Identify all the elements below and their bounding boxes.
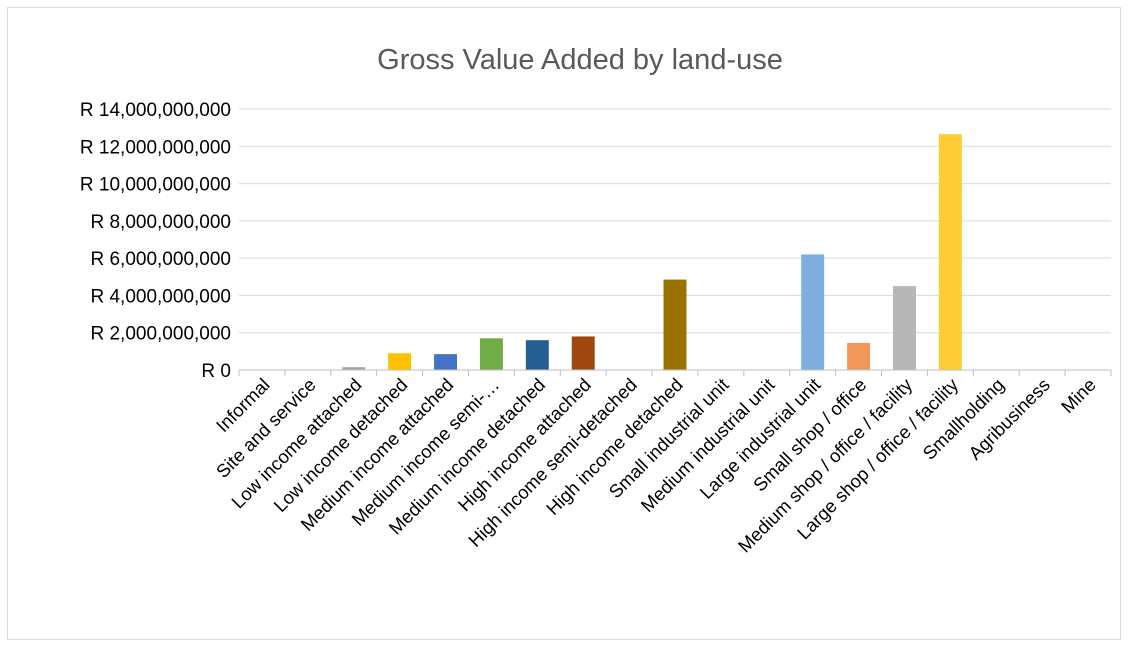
bar — [801, 254, 825, 370]
y-tick-label: R 4,000,000,000 — [90, 286, 231, 307]
bar — [388, 353, 412, 370]
y-tick-label: R 8,000,000,000 — [90, 212, 231, 233]
bar — [847, 342, 871, 370]
bars — [296, 134, 962, 370]
bar — [479, 338, 503, 370]
bar — [663, 279, 687, 370]
y-tick-label: R 14,000,000,000 — [80, 100, 231, 121]
bar — [525, 340, 549, 370]
y-tick-label: R 0 — [201, 361, 231, 382]
chart-title: Gross Value Added by land-use — [377, 44, 783, 76]
y-tick-label: R 12,000,000,000 — [80, 137, 231, 158]
bar-chart: Gross Value Added by land-use R 0 R 2,000… — [80, 44, 1112, 557]
y-tick-label: R 6,000,000,000 — [90, 249, 231, 270]
chart-frame: Gross Value Added by land-use R 0 R 2,000… — [7, 7, 1121, 640]
bar — [434, 354, 457, 370]
bar — [571, 336, 595, 370]
gridlines — [239, 108, 1111, 334]
bar — [938, 134, 962, 370]
bar — [893, 286, 916, 370]
bar — [342, 367, 366, 370]
y-tick-label: R 2,000,000,000 — [90, 324, 231, 345]
y-tick-label: R 10,000,000,000 — [80, 175, 231, 196]
y-axis-tick-labels: R 0 R 2,000,000,000 R 4,000,000,000 R 6,000… — [80, 100, 231, 382]
x-tick-label: Mine — [1057, 374, 1100, 417]
